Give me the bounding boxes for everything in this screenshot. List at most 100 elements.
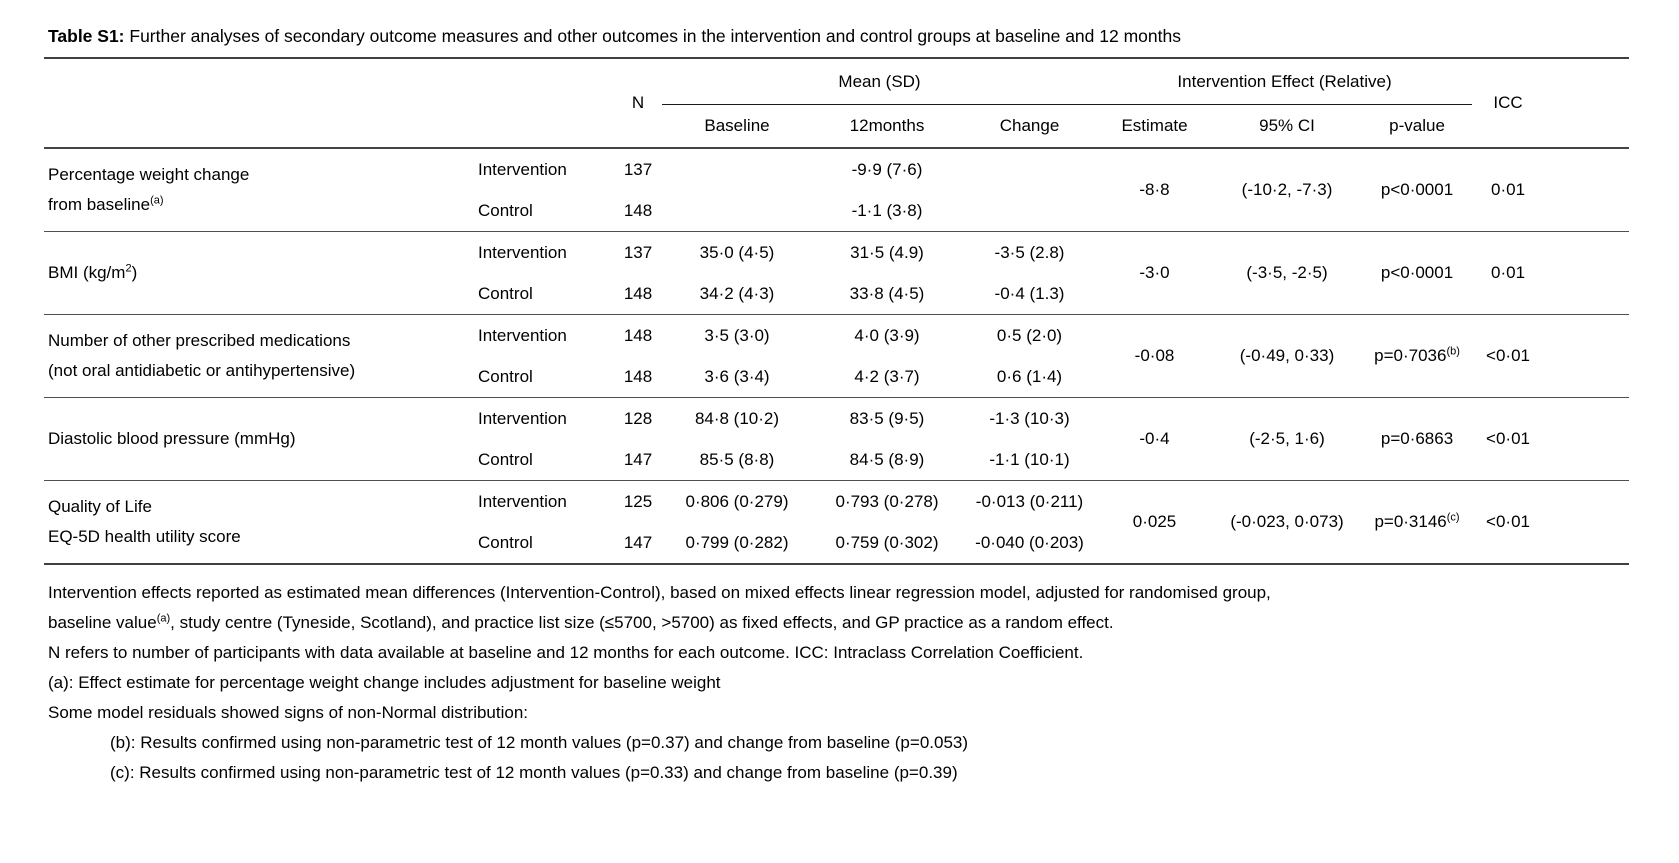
outcome-label-dbp: Diastolic blood pressure (mmHg) bbox=[44, 397, 474, 481]
table-row: Quality of Life EQ-5D health utility sco… bbox=[44, 480, 1630, 564]
12months-value: 31·5 (4.9) bbox=[812, 231, 962, 273]
group-label: Control bbox=[478, 366, 533, 386]
group-label: Intervention bbox=[474, 314, 614, 356]
12months-value: 83·5 (9·5) bbox=[812, 397, 962, 439]
footnotes: Intervention effects reported as estimat… bbox=[48, 578, 1629, 788]
group-label: Control bbox=[478, 200, 533, 220]
change-value: -1·3 (10·3) bbox=[962, 397, 1098, 439]
baseline-value: 0·806 (0·279) bbox=[662, 480, 812, 522]
footnote-marker-a: (a) bbox=[150, 194, 164, 207]
n-value: 147 bbox=[623, 532, 653, 552]
n-value: 137 bbox=[614, 147, 662, 190]
group-label: Intervention bbox=[474, 231, 614, 273]
n-value: 148 bbox=[623, 283, 653, 303]
spacer-cell bbox=[1544, 480, 1630, 564]
group-label: Intervention bbox=[474, 397, 614, 439]
icc-value: <0·01 bbox=[1472, 397, 1545, 481]
icc-value: <0·01 bbox=[1472, 480, 1545, 564]
outcome-label-bmi: BMI (kg/m2) bbox=[44, 231, 474, 315]
baseline-value: 84·8 (10·2) bbox=[662, 397, 812, 439]
p-value: p=0·3146(c) bbox=[1362, 480, 1473, 564]
12months-value: 4·0 (3·9) bbox=[812, 314, 962, 356]
header-blank-cell bbox=[44, 58, 614, 148]
column-header-pvalue: p-value bbox=[1389, 116, 1445, 135]
estimate-value: 0·025 bbox=[1097, 480, 1213, 564]
estimate-value: -0·4 bbox=[1097, 397, 1213, 481]
ci-value: (-0·49, 0·33) bbox=[1212, 314, 1363, 398]
change-value bbox=[962, 147, 1098, 190]
12months-value: -9·9 (7·6) bbox=[812, 147, 962, 190]
ci-value: (-2·5, 1·6) bbox=[1212, 397, 1363, 481]
change-value: -0·4 (1.3) bbox=[994, 283, 1065, 303]
baseline-value: 85·5 (8·8) bbox=[699, 449, 775, 469]
footnote-marker-b: (b) bbox=[1446, 345, 1460, 358]
table-label: Table S1: bbox=[48, 26, 125, 46]
group-label: Control bbox=[478, 532, 533, 552]
results-table: N Mean (SD) Intervention Effect (Relativ… bbox=[44, 57, 1630, 565]
column-header-estimate: Estimate bbox=[1121, 116, 1188, 135]
p-value: p=0·7036(b) bbox=[1362, 314, 1473, 398]
baseline-value: 35·0 (4·5) bbox=[662, 231, 812, 273]
column-header-12months: 12months bbox=[849, 116, 925, 135]
12months-value: 0·793 (0·278) bbox=[812, 480, 962, 522]
change-value: -0·013 (0·211) bbox=[962, 480, 1098, 522]
n-value: 128 bbox=[614, 397, 662, 439]
12months-value: 4·2 (3·7) bbox=[854, 366, 920, 386]
change-value: -1·1 (10·1) bbox=[989, 449, 1070, 469]
estimate-value: -0·08 bbox=[1097, 314, 1213, 398]
estimate-value: -3·0 bbox=[1097, 231, 1213, 315]
column-header-icc: ICC bbox=[1493, 93, 1523, 112]
spacer-cell bbox=[1544, 314, 1630, 398]
icc-value: 0·01 bbox=[1472, 231, 1545, 315]
baseline-value: 0·799 (0·282) bbox=[685, 532, 789, 552]
12months-value: 84·5 (8·9) bbox=[849, 449, 925, 469]
superscript-2: 2 bbox=[125, 262, 132, 275]
ci-value: (-10·2, -7·3) bbox=[1212, 147, 1363, 232]
ci-value: (-0·023, 0·073) bbox=[1212, 480, 1363, 564]
footnote-b: (b): Results confirmed using non-paramet… bbox=[110, 733, 969, 752]
12months-value: 0·759 (0·302) bbox=[835, 532, 939, 552]
footnote-model: Intervention effects reported as estimat… bbox=[48, 583, 1271, 632]
table-row: BMI (kg/m2) Intervention 137 35·0 (4·5) … bbox=[44, 231, 1630, 315]
change-value: 0·5 (2·0) bbox=[962, 314, 1098, 356]
table-row: Percentage weight change from baseline(a… bbox=[44, 147, 1630, 232]
spacer-cell bbox=[1544, 231, 1630, 315]
page: Table S1: Further analyses of secondary … bbox=[44, 26, 1630, 788]
n-value: 137 bbox=[614, 231, 662, 273]
icc-value: 0·01 bbox=[1472, 147, 1545, 232]
12months-value: -1·1 (3·8) bbox=[851, 200, 923, 220]
table-row: Control 148 34·2 (4·3) 33·8 (4·5) -0·4 (… bbox=[44, 273, 1629, 315]
change-value: -0·040 (0·203) bbox=[975, 532, 1084, 552]
n-value: 148 bbox=[623, 366, 653, 386]
n-value: 148 bbox=[623, 200, 653, 220]
ci-value: (-3·5, -2·5) bbox=[1212, 231, 1363, 315]
footnote-residuals: Some model residuals showed signs of non… bbox=[48, 703, 529, 722]
footnote-marker-c: (c) bbox=[1446, 511, 1460, 524]
outcome-label-qol: Quality of Life EQ-5D health utility sco… bbox=[44, 480, 474, 564]
outcome-label-weight-change: Percentage weight change from baseline(a… bbox=[44, 147, 474, 232]
header-spacer-cell bbox=[1544, 58, 1629, 148]
footnote-n-definition: N refers to number of participants with … bbox=[48, 643, 1084, 662]
footnote-c: (c): Results confirmed using non-paramet… bbox=[110, 763, 958, 782]
table-row: Number of other prescribed medications (… bbox=[44, 314, 1630, 398]
icc-value: <0·01 bbox=[1472, 314, 1545, 398]
baseline-value: 3·6 (3·4) bbox=[704, 366, 770, 386]
change-value: -3·5 (2.8) bbox=[962, 231, 1098, 273]
table-row: Control 147 0·799 (0·282) 0·759 (0·302) … bbox=[44, 522, 1629, 564]
n-value: 148 bbox=[614, 314, 662, 356]
p-value: p<0·0001 bbox=[1362, 147, 1473, 232]
baseline-value: 34·2 (4·3) bbox=[699, 283, 775, 303]
p-value: p=0·6863 bbox=[1362, 397, 1473, 481]
table-caption: Further analyses of secondary outcome me… bbox=[124, 26, 1181, 46]
baseline-value: 3·5 (3·0) bbox=[662, 314, 812, 356]
column-header-change: Change bbox=[999, 116, 1060, 135]
column-header-n: N bbox=[631, 93, 645, 112]
group-label: Intervention bbox=[474, 147, 614, 190]
table-row: Control 148 -1·1 (3·8) bbox=[44, 190, 1629, 232]
12months-value: 33·8 (4·5) bbox=[849, 283, 925, 303]
spacer-cell bbox=[1544, 147, 1630, 232]
group-label: Intervention bbox=[474, 480, 614, 522]
n-value: 125 bbox=[614, 480, 662, 522]
group-label: Control bbox=[478, 283, 533, 303]
group-label: Control bbox=[478, 449, 533, 469]
